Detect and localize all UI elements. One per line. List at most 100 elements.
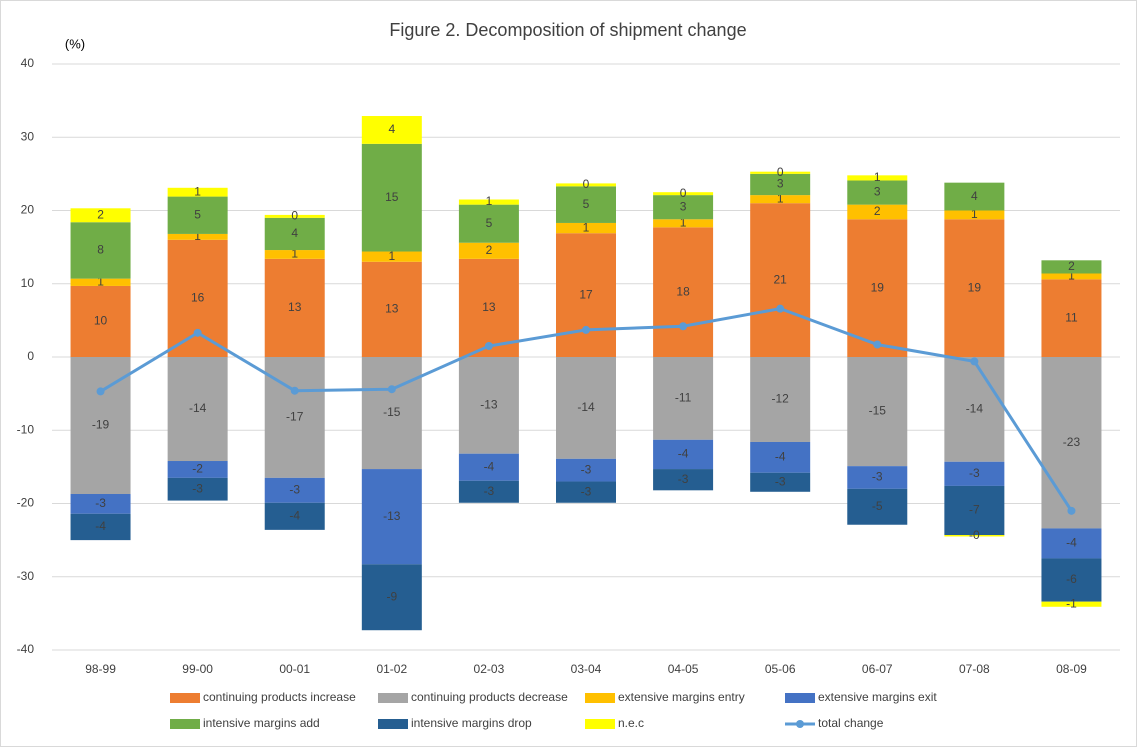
bar-segment	[167, 196, 228, 234]
bar-segment	[264, 250, 325, 259]
bar-segment	[653, 357, 714, 440]
data-label: 3	[874, 185, 881, 199]
data-label: 4	[388, 122, 395, 136]
bar-segment	[653, 195, 714, 220]
data-label: -4	[775, 450, 786, 464]
data-label: -5	[872, 499, 883, 513]
data-label: 1	[777, 191, 784, 205]
legend-swatch	[378, 693, 408, 703]
x-tick-label: 05-06	[765, 662, 796, 676]
legend-swatch	[170, 693, 200, 703]
bar-segment	[167, 461, 228, 478]
bar-segment	[556, 458, 616, 482]
data-label: -17	[286, 410, 304, 424]
data-label: -14	[577, 400, 595, 414]
data-label: -14	[966, 402, 984, 416]
y-tick-label: 20	[21, 203, 35, 217]
bar-segment	[264, 477, 325, 503]
bar-segment	[750, 357, 811, 442]
data-label: -13	[480, 398, 498, 412]
data-label: 1	[680, 215, 687, 229]
bar-segment	[361, 564, 422, 631]
data-label: -3	[581, 484, 592, 498]
bar-segment	[458, 357, 519, 454]
data-label: 0	[777, 165, 784, 179]
bar-segment	[556, 186, 616, 223]
bar-segment	[1041, 260, 1102, 274]
y-tick-label: -10	[17, 422, 35, 436]
bar-segment	[944, 534, 1005, 537]
legend-label: extensive margins exit	[818, 690, 937, 704]
data-label: 1	[291, 247, 298, 261]
bar-segment	[1041, 273, 1102, 280]
data-label: 5	[486, 216, 493, 230]
data-label: 13	[385, 302, 399, 316]
line-marker	[679, 322, 688, 331]
legend-swatch	[796, 720, 804, 728]
data-label: -15	[383, 405, 401, 419]
bar-segment	[653, 192, 714, 196]
legend-label: continuing products decrease	[411, 690, 568, 704]
x-tick-label: 02-03	[474, 662, 505, 676]
x-tick-label: 06-07	[862, 662, 893, 676]
bar-segment	[944, 461, 1005, 486]
data-label: 19	[871, 280, 885, 294]
data-label: 15	[385, 190, 399, 204]
bar-segment	[653, 227, 714, 357]
data-label: -4	[289, 508, 300, 522]
bar-segment	[556, 233, 616, 357]
data-label: 1	[97, 274, 104, 288]
bar-segment	[556, 222, 616, 234]
x-tick-label: 99-00	[182, 662, 213, 676]
data-label: -19	[92, 418, 110, 432]
data-label: 1	[388, 249, 395, 263]
bar-segment	[556, 481, 616, 503]
y-tick-label: 10	[21, 276, 35, 290]
line-marker	[582, 325, 590, 334]
data-label: -3	[484, 484, 495, 498]
bar-segment	[750, 195, 811, 204]
data-label: 8	[97, 243, 104, 257]
data-label: -1	[1066, 596, 1077, 610]
data-label: -3	[95, 496, 106, 510]
bar-segment	[167, 187, 228, 197]
data-label: -11	[675, 391, 692, 405]
data-label: -7	[969, 503, 980, 517]
data-label: -3	[192, 481, 203, 495]
data-label: -12	[772, 392, 790, 406]
bar-segment	[1041, 558, 1102, 602]
bar-segment	[458, 199, 519, 205]
y-tick-label: 30	[21, 129, 35, 143]
line-marker	[1067, 506, 1076, 515]
data-label: -3	[289, 482, 300, 496]
bar-segment	[750, 171, 811, 174]
y-tick-label: -40	[17, 642, 35, 656]
data-label: 19	[968, 280, 982, 294]
bar-segment	[847, 204, 908, 220]
data-label: -0	[969, 528, 980, 542]
data-label: 3	[777, 177, 784, 191]
data-label: 17	[579, 287, 593, 301]
bar-segment	[847, 180, 908, 205]
y-tick-label: 40	[21, 56, 35, 70]
bar-segment	[750, 441, 811, 473]
data-label: -9	[386, 589, 397, 603]
bar-segment	[944, 219, 1005, 357]
bar-segment	[361, 357, 422, 470]
legend-label: intensive margins add	[203, 716, 320, 730]
bar-segment	[70, 493, 131, 514]
data-label: -4	[678, 447, 689, 461]
bar-segment	[70, 222, 131, 279]
bar-segment	[70, 208, 131, 223]
bar-segment	[167, 233, 228, 240]
data-label: -4	[95, 519, 106, 533]
bar-segment	[750, 472, 811, 492]
data-label: 10	[94, 314, 108, 328]
bar-segment	[458, 258, 519, 357]
data-label: 5	[583, 197, 590, 211]
data-label: 2	[97, 207, 104, 221]
bar-segment	[847, 488, 908, 525]
bar-segment	[361, 116, 422, 144]
data-label: -15	[869, 404, 887, 418]
bar-segment	[70, 278, 131, 286]
